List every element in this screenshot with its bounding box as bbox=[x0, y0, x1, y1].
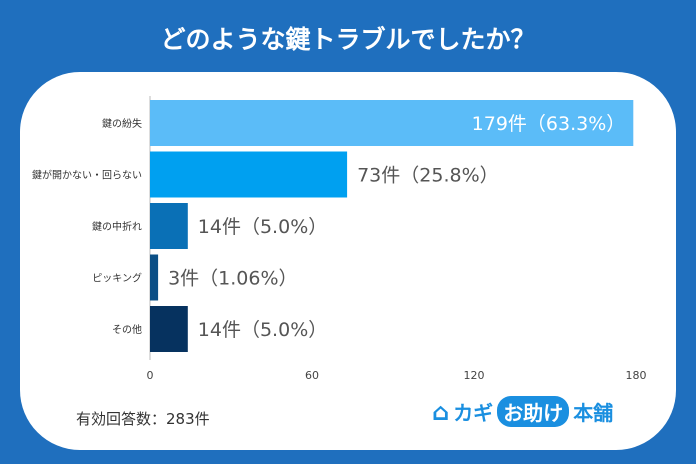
data-label: 179件（63.3%） bbox=[472, 113, 626, 135]
house-mascot-icon: ⌂ bbox=[432, 397, 450, 426]
data-label: 73件（25.8%） bbox=[357, 165, 499, 187]
total-responses: 有効回答数：283件 bbox=[76, 410, 210, 428]
category-label: ピッキング bbox=[92, 272, 142, 285]
bar bbox=[150, 203, 188, 249]
data-label: 14件（5.0%） bbox=[198, 319, 327, 341]
data-label: 3件（1.06%） bbox=[168, 268, 297, 290]
bar bbox=[150, 254, 159, 301]
category-label: 鍵の紛失 bbox=[102, 117, 142, 130]
logo-text-2: お助け bbox=[497, 396, 570, 427]
category-label: 鍵が開かない・回らない bbox=[32, 169, 142, 182]
x-tick-label: 0 bbox=[147, 369, 154, 382]
logo-text-1: カギ bbox=[453, 401, 494, 425]
x-tick-label: 120 bbox=[464, 369, 485, 382]
bar bbox=[150, 151, 348, 198]
brand-logo: ⌂ カギ お助け 本舗 bbox=[432, 396, 613, 427]
chart-title: どのような鍵トラブルでしたか？ bbox=[160, 25, 536, 54]
category-label: その他 bbox=[112, 323, 142, 336]
x-tick-label: 180 bbox=[626, 369, 647, 382]
logo-text-3: 本舗 bbox=[573, 401, 614, 425]
bar bbox=[150, 100, 634, 146]
data-label: 14件（5.0%） bbox=[198, 216, 327, 238]
x-tick-label: 60 bbox=[305, 369, 319, 382]
category-label: 鍵の中折れ bbox=[92, 220, 142, 233]
bar bbox=[150, 306, 188, 352]
